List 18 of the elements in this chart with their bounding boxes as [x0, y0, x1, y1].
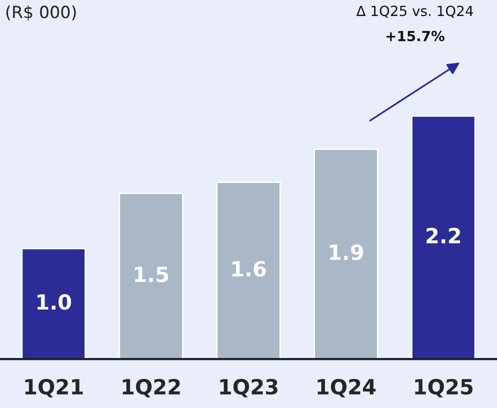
bar: [21, 248, 86, 360]
data-label: 2.2: [426, 228, 460, 244]
data-label: 1.0: [37, 294, 72, 310]
annotation: +15.7%: [386, 30, 444, 42]
x-tick-label: 1Q24: [318, 378, 376, 398]
x-tick-label: 1Q22: [122, 378, 180, 398]
data-label: 1.6: [232, 260, 266, 277]
x-tick-label: 1Q21: [25, 378, 83, 398]
data-label: 1.9: [330, 244, 364, 260]
chart-title: (R$ 000): [6, 5, 76, 20]
x-tick-label: 1Q23: [220, 378, 278, 398]
data-label: 1.5: [134, 266, 168, 282]
x-tick-label: 1Q25: [415, 378, 473, 398]
bar: [314, 148, 378, 360]
bar: [216, 182, 281, 360]
bar: [118, 192, 184, 360]
bar: [411, 115, 476, 360]
annotation: Δ 1Q25 vs. 1Q24: [356, 6, 473, 18]
